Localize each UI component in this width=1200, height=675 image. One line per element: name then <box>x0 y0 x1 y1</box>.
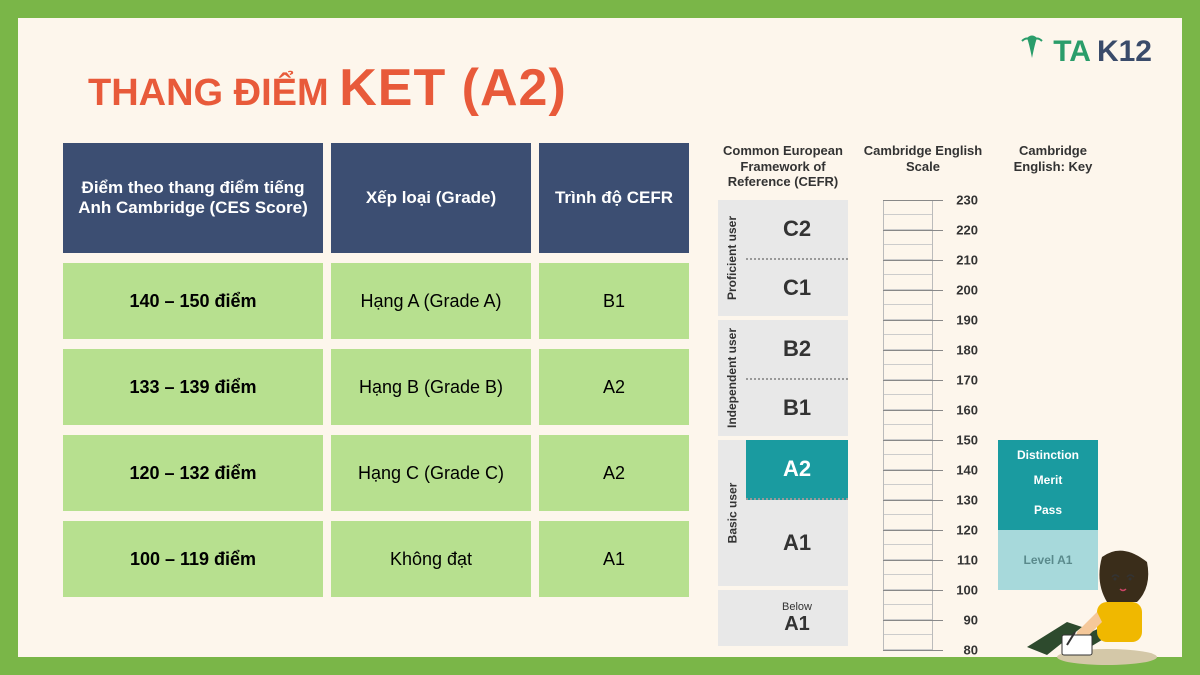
cell-cefr: A1 <box>539 521 689 597</box>
cat-label: Basic user <box>725 482 739 543</box>
chart-h-cefr: Common European Framework of Reference (… <box>718 143 848 190</box>
cat-label: Independent user <box>725 328 739 428</box>
scale-tick: 140 <box>956 462 978 477</box>
cell-score: 140 – 150 điểm <box>63 263 323 339</box>
chart-headers: Common European Framework of Reference (… <box>718 143 1138 190</box>
scale-tick: 160 <box>956 402 978 417</box>
cefr-category: Basic user <box>718 440 746 590</box>
ruler <box>883 200 933 650</box>
key-band: Pass <box>998 491 1098 530</box>
table-row: 140 – 150 điểmHạng A (Grade A)B1 <box>63 263 693 339</box>
page-title: THANG ĐIỂM KET (A2) <box>88 58 1152 118</box>
logo-k12: K12 <box>1097 35 1152 69</box>
scale-tick: 110 <box>957 552 978 567</box>
scale-tick: 180 <box>956 342 978 357</box>
table-body: 140 – 150 điểmHạng A (Grade A)B1 133 – 13… <box>63 263 693 597</box>
cat-label: Proficient user <box>725 216 739 300</box>
key-band: Distinction <box>998 440 1098 470</box>
cefr-level: C2 <box>746 200 848 260</box>
cefr-category: Proficient user <box>718 200 746 320</box>
cefr-level: B2 <box>746 320 848 380</box>
scale-column: 2302202102001901801701601501401301201101… <box>848 200 998 650</box>
cell-grade: Hạng A (Grade A) <box>331 263 531 339</box>
logo-ta: TA <box>1053 35 1091 69</box>
th-grade: Xếp loại (Grade) <box>331 143 531 253</box>
th-score: Điểm theo thang điểm tiếng Anh Cambridge… <box>63 143 323 253</box>
content: Điểm theo thang điểm tiếng Anh Cambridge… <box>48 143 1152 663</box>
cefr-level: A1 <box>746 500 848 590</box>
cefr-column: Proficient user Independent user Basic use… <box>718 200 848 650</box>
cefr-level: BelowA1 <box>746 590 848 650</box>
cell-score: 120 – 132 điểm <box>63 435 323 511</box>
scale-tick: 170 <box>956 372 978 387</box>
cefr-level: C1 <box>746 260 848 320</box>
scale-tick: 90 <box>964 612 978 627</box>
cell-cefr: A2 <box>539 349 689 425</box>
scale-tick: 200 <box>956 282 978 297</box>
table-row: 100 – 119 điểmKhông đạtA1 <box>63 521 693 597</box>
cell-grade: Hạng B (Grade B) <box>331 349 531 425</box>
scale-tick: 100 <box>956 582 978 597</box>
cefr-category: Independent user <box>718 320 746 440</box>
key-band: Merit <box>998 470 1098 491</box>
slide-frame: TAK12 THANG ĐIỂM KET (A2) Điểm theo than… <box>0 0 1200 675</box>
scale-tick: 80 <box>964 642 978 657</box>
scale-tick: 130 <box>956 492 978 507</box>
cell-cefr: A2 <box>539 435 689 511</box>
student-illustration <box>1007 527 1167 667</box>
scale-tick: 190 <box>956 312 978 327</box>
table-row: 133 – 139 điểmHạng B (Grade B)A2 <box>63 349 693 425</box>
table-row: 120 – 132 điểmHạng C (Grade C)A2 <box>63 435 693 511</box>
score-table: Điểm theo thang điểm tiếng Anh Cambridge… <box>63 143 693 663</box>
title-pre: THANG ĐIỂM <box>88 72 329 114</box>
chart-h-key: Cambridge English: Key <box>998 143 1108 190</box>
chart-h-scale: Cambridge English Scale <box>848 143 998 190</box>
scale-tick: 150 <box>956 432 978 447</box>
cell-grade: Hạng C (Grade C) <box>331 435 531 511</box>
cell-grade: Không đạt <box>331 521 531 597</box>
cell-score: 133 – 139 điểm <box>63 349 323 425</box>
title-main: KET (A2) <box>339 59 567 117</box>
logo: TAK12 <box>1017 33 1152 70</box>
cell-score: 100 – 119 điểm <box>63 521 323 597</box>
logo-icon <box>1017 33 1047 70</box>
scale-tick: 220 <box>956 222 978 237</box>
cefr-category <box>718 590 746 650</box>
scale-tick: 120 <box>956 522 978 537</box>
table-header-row: Điểm theo thang điểm tiếng Anh Cambridge… <box>63 143 693 253</box>
cefr-level: B1 <box>746 380 848 440</box>
cefr-level: A2 <box>746 440 848 500</box>
th-cefr: Trình độ CEFR <box>539 143 689 253</box>
scale-tick: 230 <box>956 192 978 207</box>
cell-cefr: B1 <box>539 263 689 339</box>
scale-tick: 210 <box>956 252 978 267</box>
